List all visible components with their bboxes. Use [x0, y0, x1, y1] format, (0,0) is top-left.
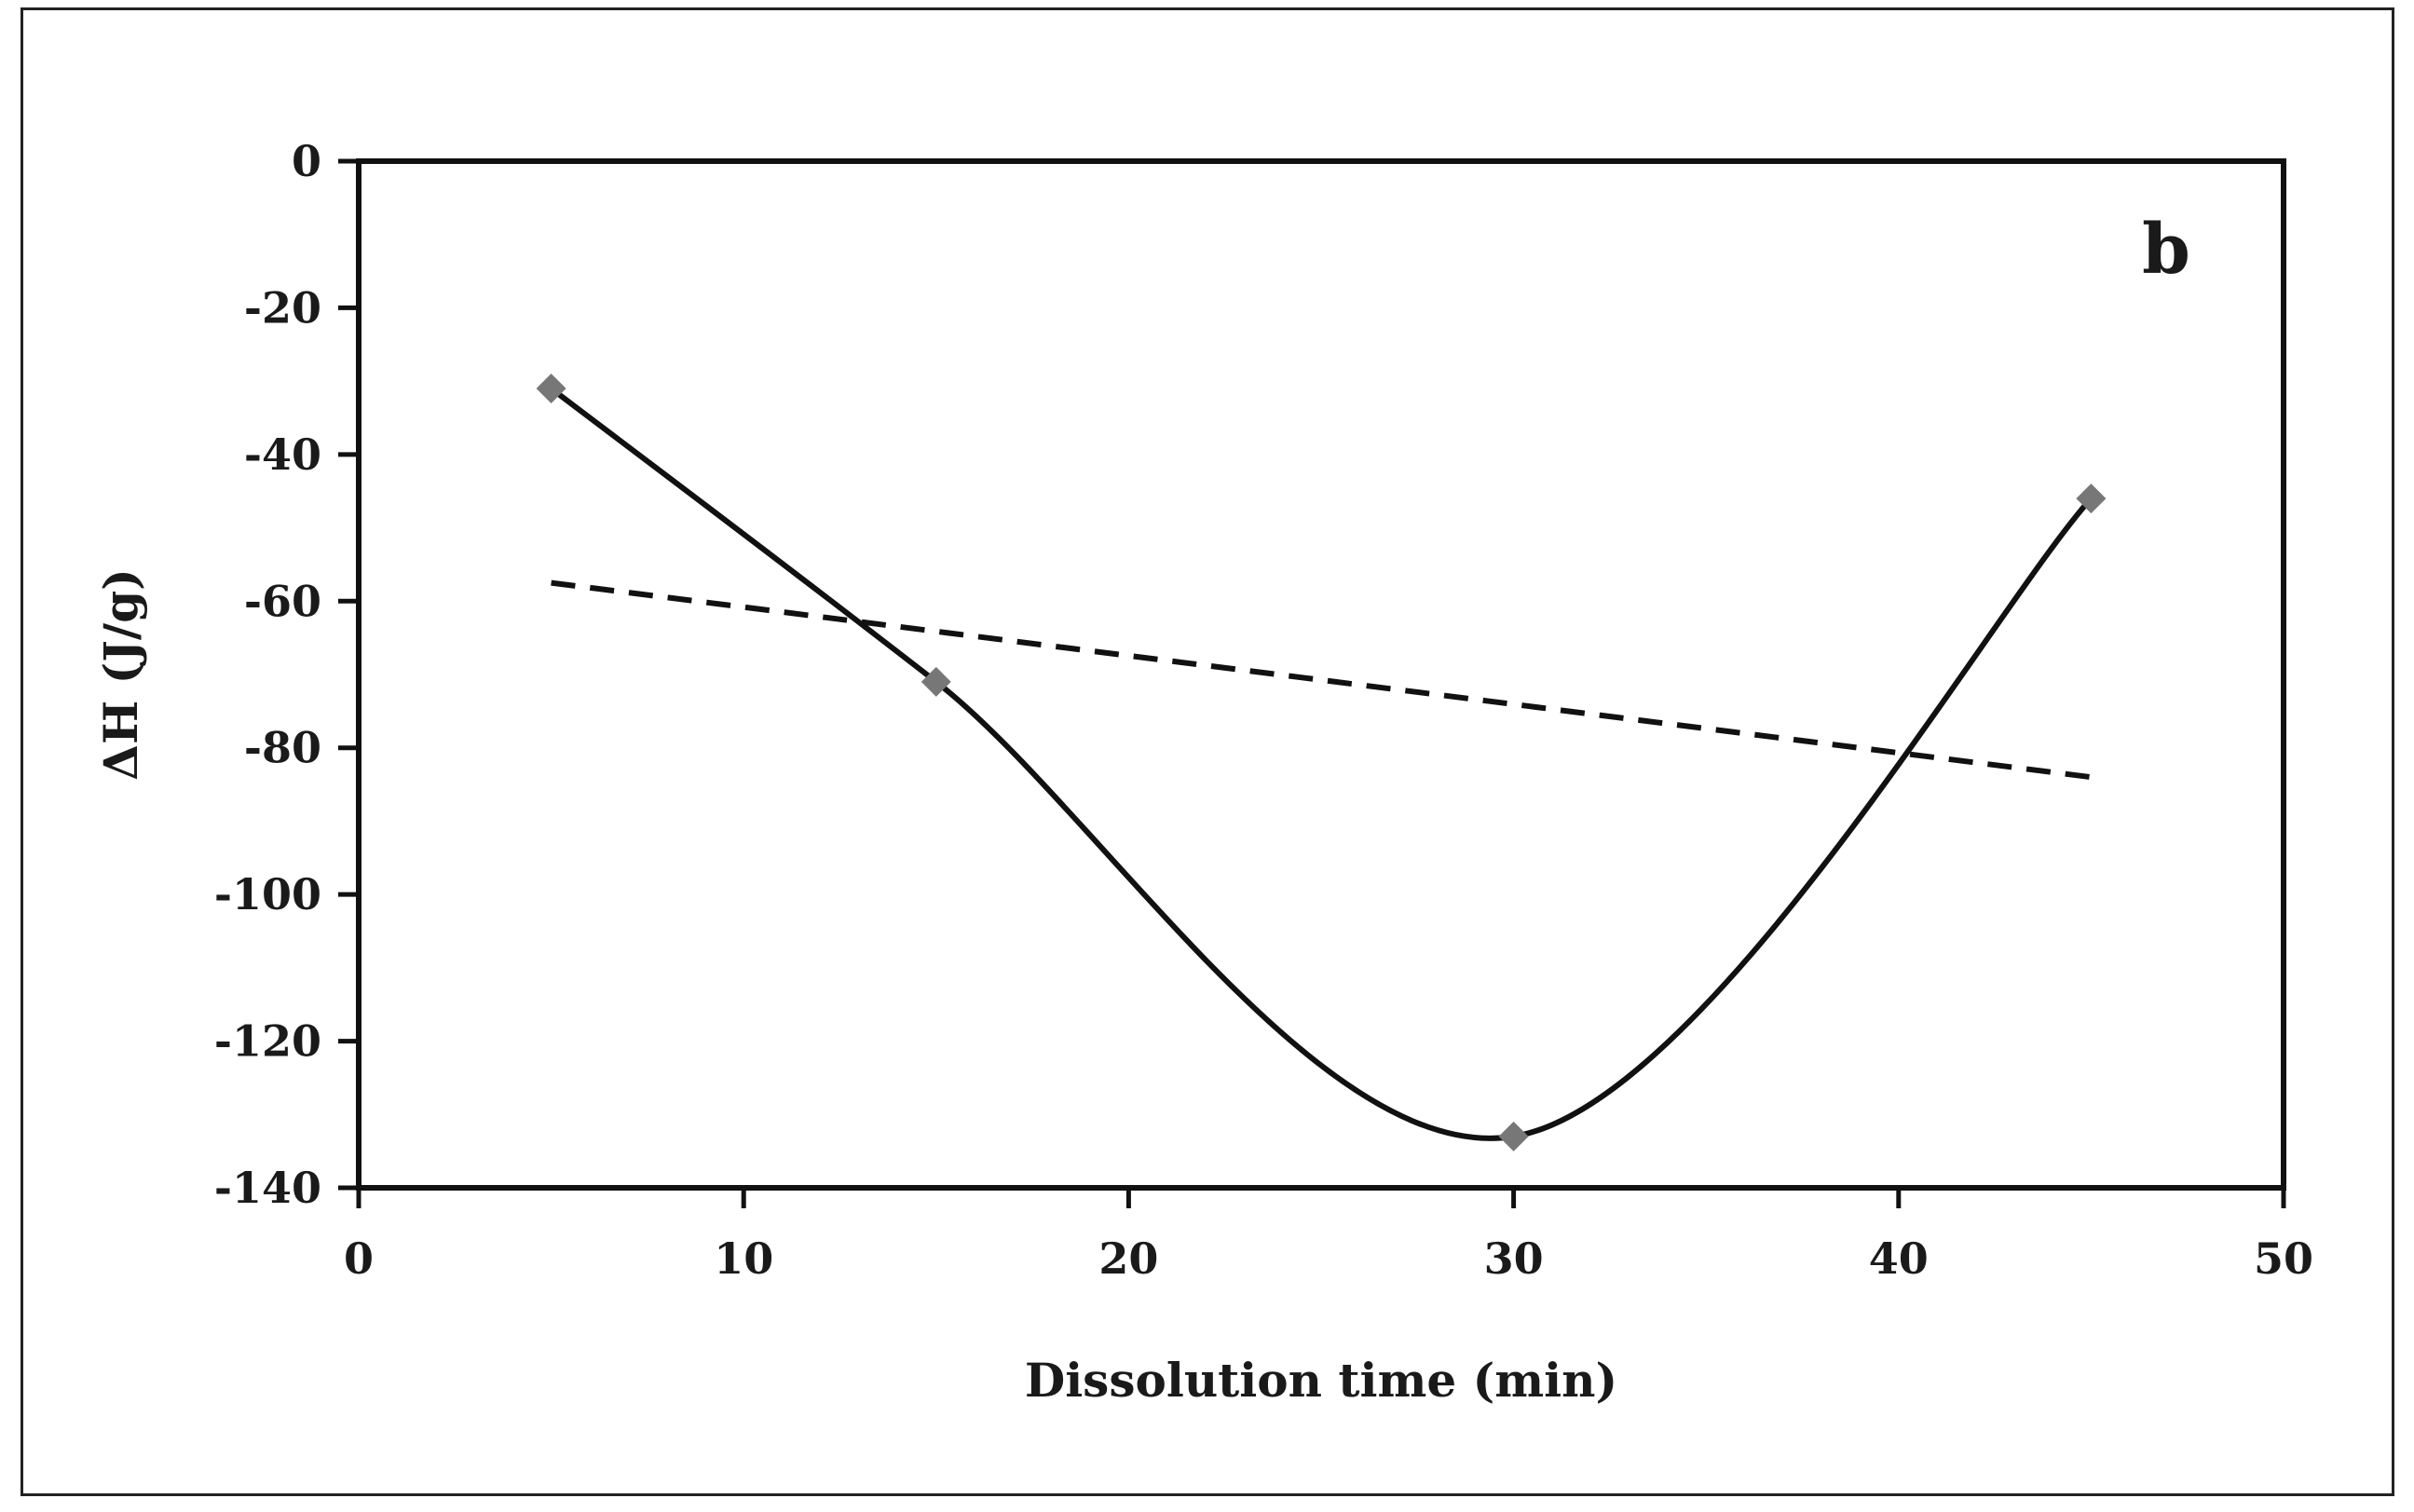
data-point — [1498, 1121, 1529, 1151]
series-layer — [536, 374, 2107, 1151]
y-tick-label: 0 — [292, 136, 321, 186]
trend-line — [551, 579, 2092, 781]
plot-area — [356, 158, 2286, 1191]
x-tick-label: 20 — [1098, 1233, 1158, 1284]
data-point — [536, 374, 566, 404]
y-axis-ticks: 0 -20 -40 -60 -80 -100 -120 -140 — [214, 136, 359, 1213]
figure-frame: 0 -20 -40 -60 -80 -100 -120 -140 0 10 20 30 40 50 Di… — [20, 7, 2394, 1496]
y-axis-title: ΔH (J/g) — [93, 568, 148, 781]
y-tick-label: -40 — [244, 429, 321, 480]
y-tick-label: -100 — [214, 869, 321, 919]
y-tick-label: -80 — [244, 723, 321, 773]
y-tick-label: -140 — [214, 1163, 321, 1213]
chart: 0 -20 -40 -60 -80 -100 -120 -140 0 10 20 30 40 50 Di… — [93, 136, 2313, 1408]
y-tick-label: -60 — [244, 576, 321, 626]
x-axis-ticks: 0 10 20 30 40 50 — [344, 1188, 2313, 1284]
y-tick-label: -120 — [214, 1016, 321, 1067]
plot-border — [356, 158, 2286, 1191]
series-line — [549, 386, 2093, 1141]
x-tick-label: 0 — [344, 1233, 374, 1284]
panel-label: b — [2142, 210, 2190, 290]
x-tick-label: 40 — [1869, 1233, 1929, 1284]
data-point — [921, 666, 951, 697]
y-tick-label: -20 — [244, 282, 321, 333]
x-tick-label: 30 — [1484, 1233, 1544, 1284]
x-tick-label: 50 — [2254, 1233, 2313, 1284]
x-tick-label: 10 — [714, 1233, 773, 1284]
x-axis-title: Dissolution time (min) — [1025, 1353, 1617, 1408]
data-point — [2076, 484, 2107, 514]
